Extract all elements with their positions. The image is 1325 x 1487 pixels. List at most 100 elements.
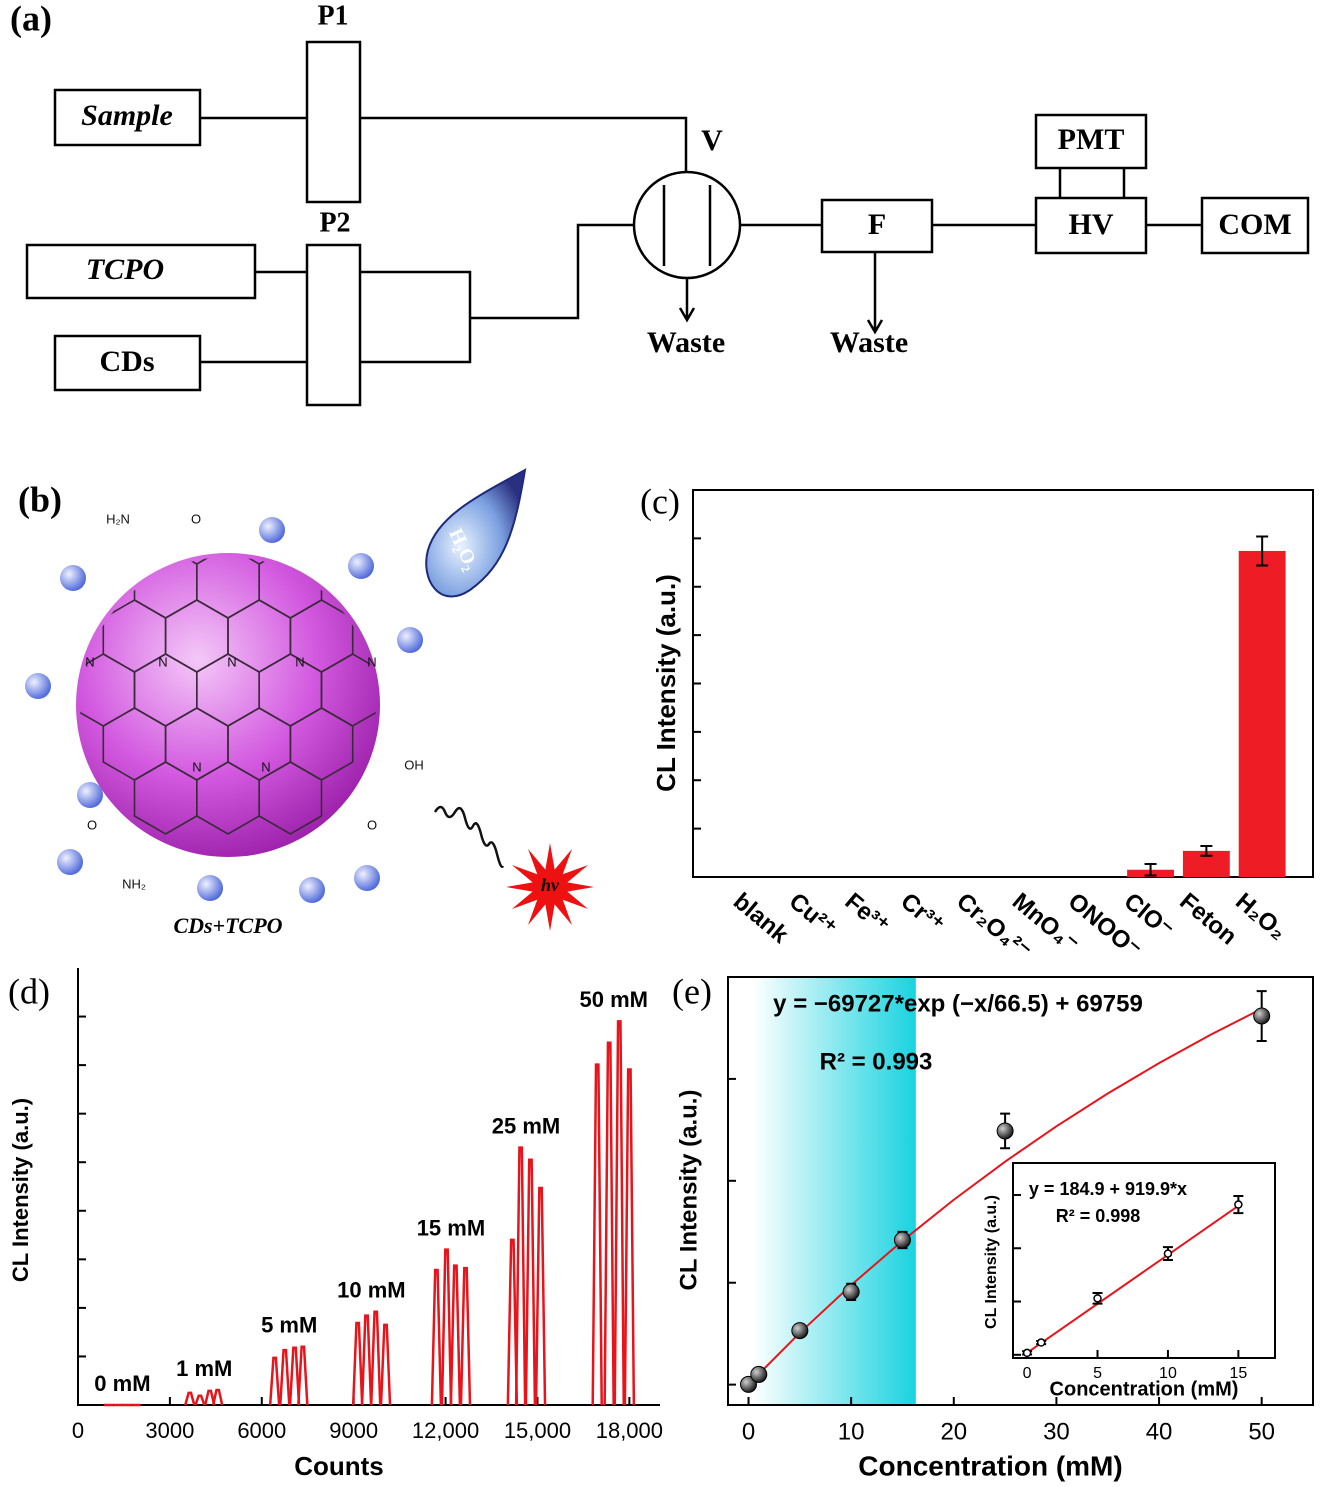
panel-label: (c) (640, 481, 680, 521)
valve-label: V (701, 124, 723, 157)
x-axis-label: Counts (294, 1451, 384, 1481)
peak (449, 1264, 462, 1406)
bar (1238, 550, 1286, 877)
box-label: COM (1218, 208, 1291, 241)
ring (258, 761, 323, 835)
x-tick-label: H₂O₂ (1230, 888, 1291, 946)
chart: CL Intensity (a.u.) Concentration (mM) 0 5 1… (983, 1162, 1276, 1400)
group-label: 0 mM (94, 1371, 150, 1396)
x-tick-label: Cr³⁺ (895, 888, 949, 939)
x-tick-label: 10 (838, 1418, 865, 1445)
peak (297, 1345, 309, 1406)
box (1200, 196, 1310, 255)
atom-label: O (191, 511, 201, 526)
highlight (752, 977, 916, 1405)
caption: CDs+TCPO (173, 913, 282, 938)
light-burst (506, 843, 594, 931)
group-label: 50 mM (580, 987, 648, 1012)
x-tick-label: 20 (940, 1418, 967, 1445)
box-label: F (868, 208, 886, 241)
atom-label: OH (404, 757, 424, 772)
peak (351, 1321, 364, 1406)
error-bar (1200, 845, 1213, 857)
error-bar (1256, 535, 1269, 567)
group-label: 25 mM (492, 1113, 560, 1138)
peak (524, 1158, 537, 1406)
error-bar (1144, 862, 1157, 877)
panel-label: (b) (18, 479, 62, 519)
molecule (25, 673, 51, 699)
valve (632, 170, 742, 280)
point (1093, 1294, 1102, 1303)
atom-label: O (87, 817, 97, 832)
peak (440, 1248, 453, 1406)
box (53, 334, 202, 392)
annotation: y = 184.9 + 919.9*x (1029, 1179, 1187, 1199)
point (1234, 1200, 1243, 1209)
box (820, 198, 934, 254)
carbon-dot (76, 553, 380, 857)
box-label: CDs (99, 345, 154, 378)
atom-label: N (227, 654, 236, 669)
molecule (259, 517, 285, 543)
atom-label: N (261, 759, 270, 774)
chart: (d) CL Intensity (a.u.) Counts 0 3000 6000 900… (8, 968, 663, 1481)
x-tick-label: 9000 (329, 1418, 378, 1443)
x-axis-label: Concentration (mM) (1050, 1378, 1239, 1400)
point (893, 1231, 911, 1249)
peak (514, 1146, 527, 1406)
pump (305, 40, 362, 204)
x-tick-label: 3000 (145, 1418, 194, 1443)
peak (623, 1068, 636, 1406)
fit-line (1026, 1204, 1239, 1354)
peak (203, 1389, 216, 1406)
arrow (678, 252, 884, 335)
peak (603, 1041, 615, 1406)
atom-label: N (158, 654, 167, 669)
plot-frame (692, 489, 1314, 878)
peak (360, 1314, 373, 1406)
atom-label: N (85, 654, 94, 669)
peak (211, 1388, 224, 1406)
connector (200, 116, 688, 172)
panel-label: (d) (8, 971, 50, 1011)
box-label: Sample (81, 99, 173, 132)
x-tick-label: 40 (1146, 1418, 1173, 1445)
chart: (e) CL Intensity (a.u.) Concentration (mM)… (672, 971, 1314, 1481)
waste-label: Waste (830, 326, 908, 359)
peak (194, 1394, 206, 1406)
plot-frame (727, 976, 1314, 1406)
x-tick-label: 10 (1159, 1365, 1177, 1382)
x-tick-label: 0 (1023, 1365, 1032, 1382)
peak (506, 1238, 519, 1406)
wave (433, 805, 505, 868)
fit-line (747, 1007, 1263, 1385)
box (25, 243, 257, 300)
peak (591, 1063, 603, 1406)
point (1036, 1338, 1046, 1347)
atom-label: N (367, 654, 376, 669)
molecule (354, 865, 380, 891)
x-tick-label: 50 (1248, 1418, 1275, 1445)
peak (613, 1020, 626, 1406)
group-label: 10 mM (337, 1278, 405, 1303)
group-label: 15 mM (417, 1215, 485, 1240)
y-axis-label: CL Intensity (a.u.) (651, 574, 681, 792)
peak (369, 1310, 382, 1406)
point (996, 1122, 1014, 1140)
valve-line (662, 185, 712, 266)
point (1022, 1348, 1032, 1358)
peak (268, 1356, 281, 1406)
peak (288, 1346, 301, 1406)
peak (379, 1323, 392, 1406)
y-axis-label: CL Intensity (a.u.) (8, 1098, 33, 1282)
panel-label: (a) (10, 0, 52, 38)
peak (184, 1391, 196, 1406)
molecule (397, 627, 423, 653)
group-label: 1 mM (176, 1356, 232, 1381)
pump-label: P1 (317, 0, 348, 31)
peak (430, 1268, 443, 1406)
box-label: PMT (1058, 123, 1125, 156)
connector (740, 168, 1202, 227)
